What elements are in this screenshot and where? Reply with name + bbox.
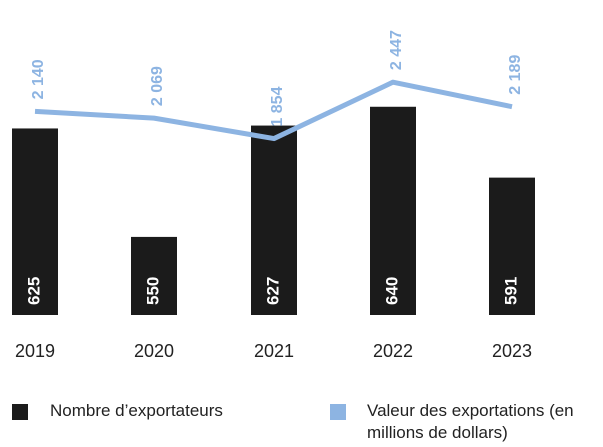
bar [251, 125, 297, 316]
x-tick-label: 2020 [134, 341, 174, 361]
x-tick-label: 2022 [373, 341, 413, 361]
bar-value-label: 550 [143, 277, 162, 305]
x-tick-label: 2023 [492, 341, 532, 361]
x-tick-label: 2021 [254, 341, 294, 361]
bar-value-label: 627 [263, 277, 282, 305]
legend-swatch [330, 404, 346, 420]
bar [370, 106, 416, 315]
line-value-label: 2 189 [507, 55, 524, 95]
bar-value-label: 591 [501, 277, 520, 305]
legend-swatch [12, 404, 28, 420]
line-value-label: 2 447 [388, 30, 405, 70]
bar [489, 177, 535, 315]
line-value-label: 2 069 [149, 66, 166, 106]
line-value-label: 1 854 [269, 86, 286, 126]
bar-value-label: 625 [24, 277, 43, 305]
bar [12, 128, 58, 315]
chart: 2019 2020 2021 2022 2023 625 550 627 640 591 2 140… [12, 30, 535, 361]
line [34, 79, 513, 142]
legend-label: Valeur des exportations (en millions de … [367, 401, 574, 442]
legend-label: Nombre d’exportateurs [50, 401, 223, 420]
bar-value-label: 640 [382, 277, 401, 305]
x-tick-label: 2019 [15, 341, 55, 361]
line-value-label: 2 140 [30, 59, 47, 99]
bar [131, 236, 177, 315]
